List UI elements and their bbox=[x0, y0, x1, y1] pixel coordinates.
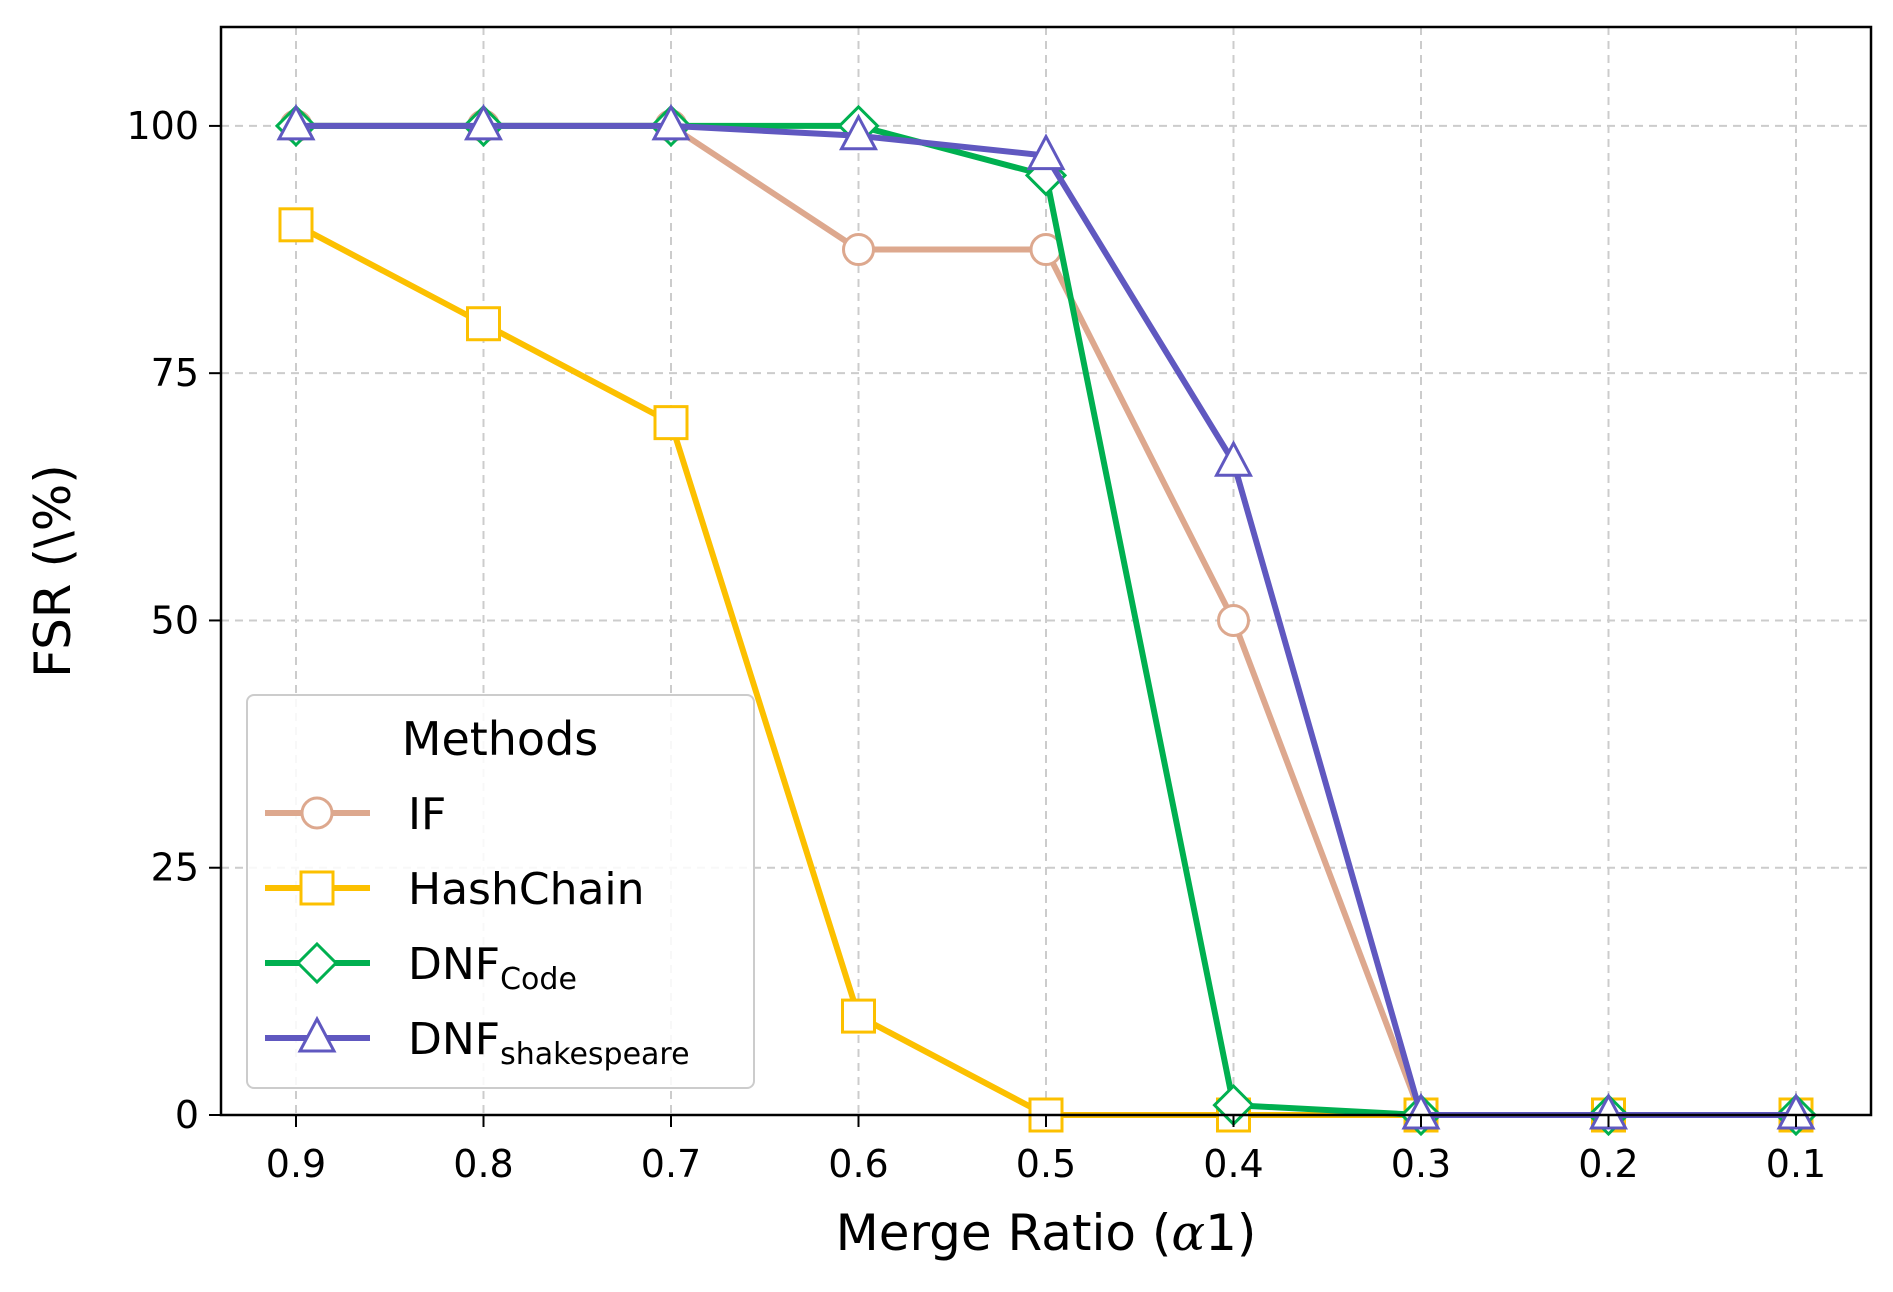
legend-label: DNFCode bbox=[408, 939, 577, 997]
data-point bbox=[839, 113, 878, 151]
data-point bbox=[276, 103, 316, 141]
legend-marker bbox=[300, 796, 334, 830]
legend-label: DNFshakespeare bbox=[408, 1014, 690, 1072]
y-tick-label: 25 bbox=[151, 846, 199, 890]
data-point bbox=[651, 103, 691, 141]
x-tick-label: 0.9 bbox=[266, 1142, 326, 1186]
legend-label: IF bbox=[408, 789, 446, 840]
y-tick-label: 50 bbox=[151, 598, 199, 642]
x-tick-label: 0.5 bbox=[1016, 1142, 1076, 1186]
x-tick-label: 0.7 bbox=[641, 1142, 701, 1186]
x-tick-label: 0.1 bbox=[1766, 1142, 1826, 1186]
data-point bbox=[1026, 133, 1066, 171]
data-point bbox=[1776, 1092, 1816, 1130]
legend-label: HashChain bbox=[408, 864, 645, 915]
x-tick-label: 0.2 bbox=[1578, 1142, 1638, 1186]
x-tick-label: 0.4 bbox=[1203, 1142, 1263, 1186]
legend-entry: DNFCode bbox=[265, 939, 577, 997]
legend-marker bbox=[295, 941, 339, 985]
data-point bbox=[464, 103, 503, 141]
x-tick-label: 0.3 bbox=[1391, 1142, 1451, 1186]
data-point bbox=[1401, 1092, 1441, 1130]
legend-box bbox=[246, 694, 755, 1089]
legend-marker bbox=[299, 870, 335, 906]
y-axis-label: FSR (\%) bbox=[24, 464, 82, 678]
y-tick-label: 0 bbox=[175, 1093, 199, 1137]
data-point bbox=[278, 207, 314, 243]
data-point bbox=[653, 405, 689, 441]
axis-ticks: 0.9 0.8 0.7 0.6 0.5 0.4 0.3 0.2 0.1 0 25 50 75 100 bbox=[126, 104, 1826, 1186]
legend-entry: HashChain bbox=[265, 864, 645, 915]
data-point bbox=[1214, 440, 1253, 477]
x-axis-label: Merge Ratio (α1) bbox=[836, 1204, 1257, 1262]
y-tick-label: 75 bbox=[151, 351, 199, 395]
x-tick-label: 0.6 bbox=[828, 1142, 888, 1186]
legend-entry: DNFshakespeare bbox=[265, 1014, 690, 1072]
data-point bbox=[1589, 1092, 1628, 1130]
legend-marker bbox=[297, 1015, 337, 1053]
data-point bbox=[466, 306, 501, 342]
data-point bbox=[842, 233, 875, 267]
legend-entry: IF bbox=[265, 789, 446, 840]
data-point bbox=[841, 998, 876, 1034]
y-tick-label: 100 bbox=[126, 104, 199, 148]
legend-entries: IF HashChain DNFCode DNFshakespeare bbox=[265, 789, 690, 1072]
legend-title: Methods bbox=[402, 712, 599, 766]
legend: Methods IF HashChain DNFCode DNFshakespeare bbox=[246, 694, 755, 1089]
x-tick-label: 0.8 bbox=[453, 1142, 513, 1186]
data-point bbox=[1217, 603, 1250, 637]
